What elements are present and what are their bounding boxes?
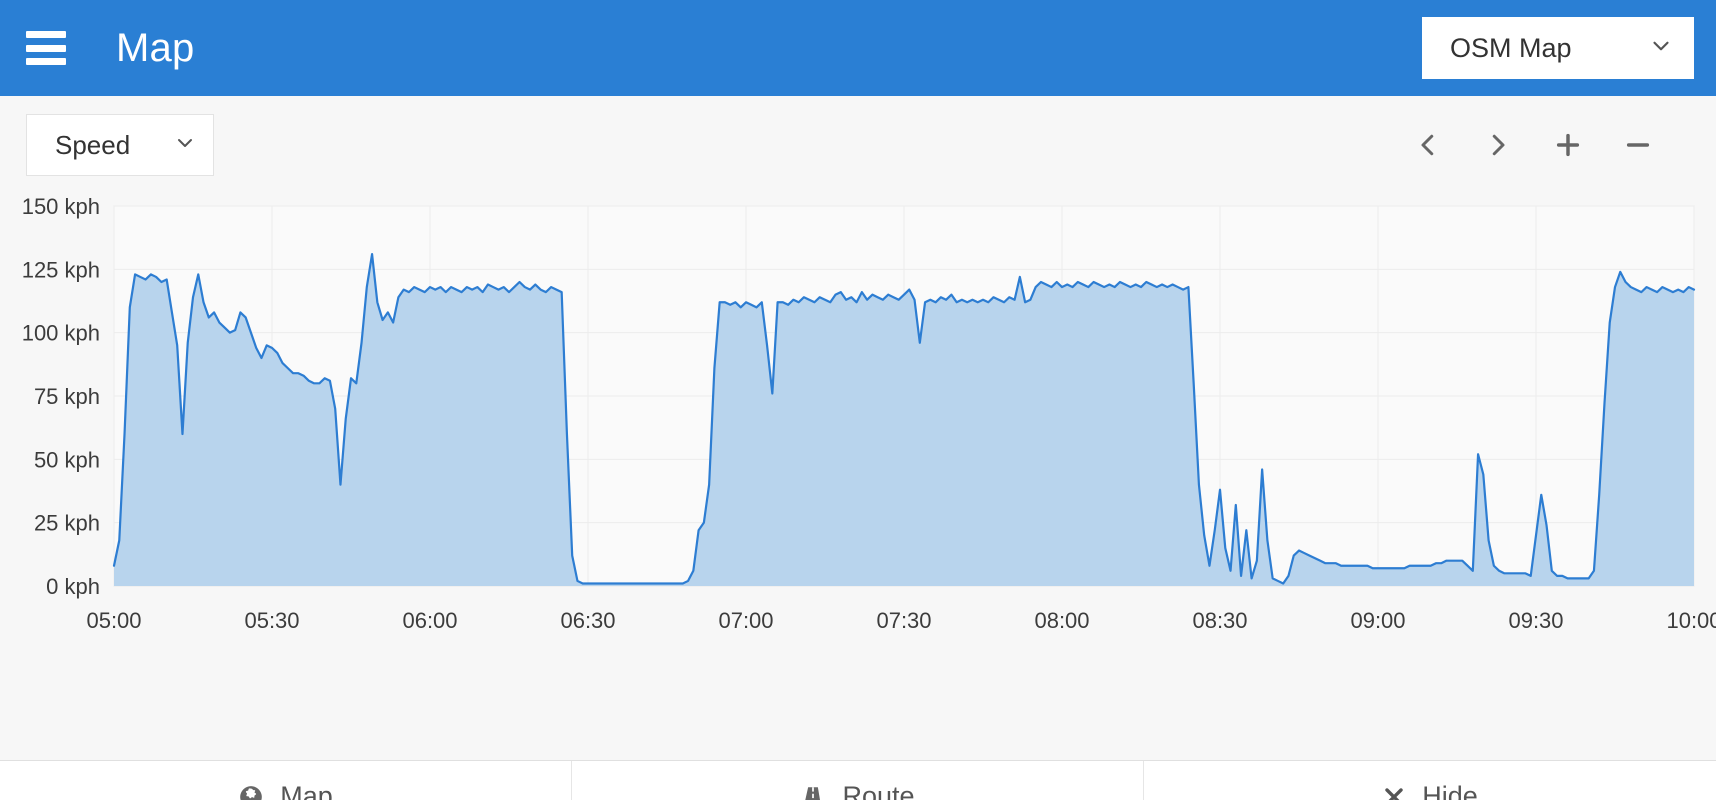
speed-chart[interactable]: 150 kph 125 kph 100 kph 75 kph 50 kph 25 kph 0…	[0, 194, 1716, 760]
map-type-select[interactable]: OSM Map	[1422, 17, 1694, 79]
hamburger-bar	[26, 31, 66, 38]
x-axis-tick-label: 07:30	[876, 608, 931, 633]
chevron-down-icon	[173, 131, 197, 160]
next-button[interactable]	[1476, 123, 1520, 167]
hamburger-bar	[26, 44, 66, 52]
hide-button-label: Hide	[1422, 781, 1478, 800]
chevron-down-icon	[1648, 33, 1674, 64]
app-header: Map OSM Map	[0, 0, 1716, 96]
x-axis-tick-label: 05:30	[244, 608, 299, 633]
x-axis-tick-label: 10:00	[1666, 608, 1716, 633]
x-axis-tick-label: 07:00	[718, 608, 773, 633]
y-axis-tick-label: 150 kph	[22, 194, 100, 219]
zoom-out-button[interactable]	[1616, 123, 1660, 167]
minus-icon	[1626, 143, 1650, 147]
x-axis-tick-label: 08:00	[1034, 608, 1089, 633]
road-icon	[800, 784, 826, 800]
plus-icon	[1556, 133, 1580, 157]
map-type-value: OSM Map	[1450, 32, 1572, 63]
speed-chart-svg: 150 kph 125 kph 100 kph 75 kph 50 kph 25 kph 0…	[22, 194, 1716, 633]
close-x-icon	[1382, 785, 1406, 800]
x-axis-tick-label: 09:30	[1508, 608, 1563, 633]
y-axis-tick-label: 0 kph	[46, 574, 100, 599]
metric-select-value: Speed	[55, 129, 131, 160]
hide-button[interactable]: Hide	[1144, 761, 1716, 800]
series-area	[114, 254, 1694, 586]
chevron-right-icon	[1492, 134, 1505, 156]
x-axis-tick-label: 05:00	[86, 608, 141, 633]
metric-select[interactable]: Speed	[26, 114, 214, 176]
x-axis-tick-label: 08:30	[1192, 608, 1247, 633]
y-axis-tick-label: 50 kph	[34, 447, 100, 472]
zoom-in-button[interactable]	[1546, 123, 1590, 167]
route-button[interactable]: Route	[572, 761, 1144, 800]
hamburger-icon[interactable]	[26, 31, 66, 65]
page-title: Map	[116, 25, 195, 70]
x-axis-tick-label: 06:00	[402, 608, 457, 633]
y-axis-tick-label: 25 kph	[34, 511, 100, 536]
y-axis-tick-label: 100 kph	[22, 321, 100, 346]
bottom-toolbar: Map Route Hide	[0, 760, 1716, 800]
chart-nav-controls	[1406, 123, 1690, 167]
series-line	[112, 253, 1696, 585]
y-axis-tick-label: 125 kph	[22, 257, 100, 282]
route-button-label: Route	[842, 781, 915, 800]
map-button[interactable]: Map	[0, 761, 572, 800]
chart-toolbar: Speed	[0, 96, 1716, 194]
hamburger-bar	[26, 58, 66, 65]
map-button-label: Map	[280, 781, 333, 800]
globe-icon	[238, 784, 264, 800]
prev-button[interactable]	[1406, 123, 1450, 167]
x-axis-tick-label: 09:00	[1350, 608, 1405, 633]
chevron-left-icon	[1421, 134, 1434, 156]
x-axis-tick-label: 06:30	[560, 608, 615, 633]
y-axis-tick-label: 75 kph	[34, 384, 100, 409]
